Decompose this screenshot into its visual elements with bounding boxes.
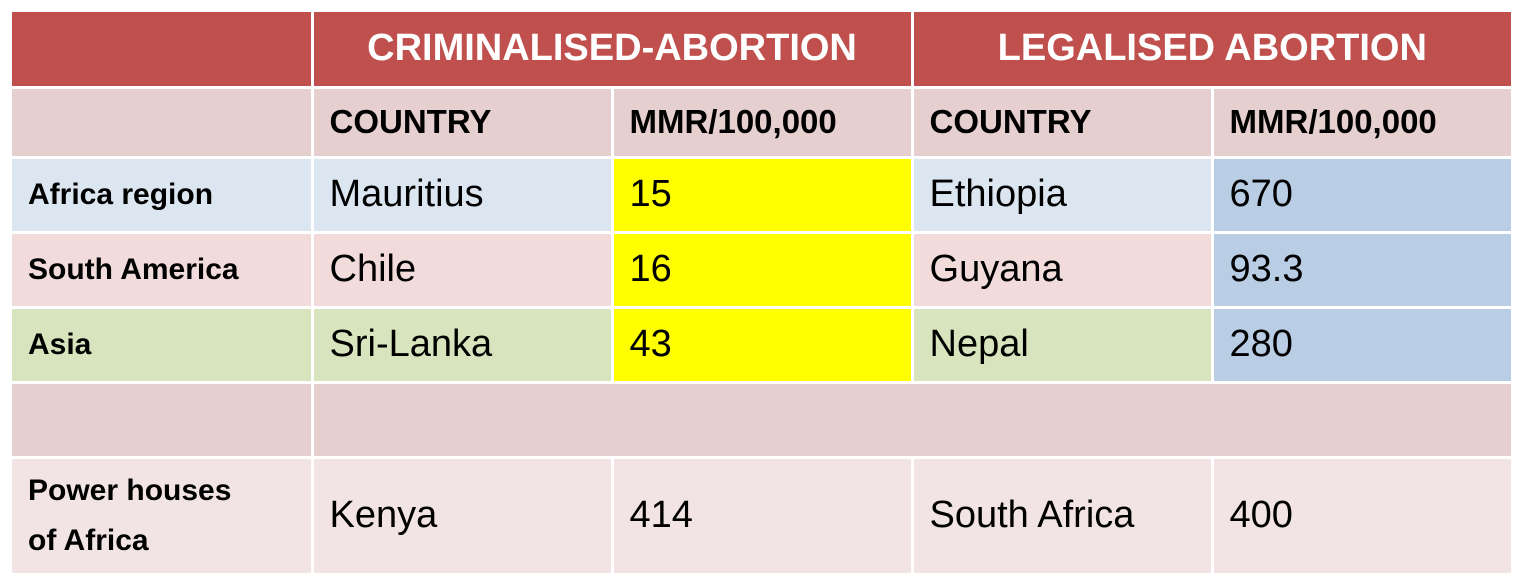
table-subheader-row: COUNTRY MMR/100,000 COUNTRY MMR/100,000	[12, 87, 1512, 159]
subheader-corner-cell	[12, 87, 314, 159]
legalised-mmr-cell: 93.3	[1212, 232, 1512, 309]
criminalised-country-cell: Chile	[312, 232, 614, 309]
legalised-country-cell: Guyana	[912, 232, 1214, 309]
header-corner-cell	[12, 12, 314, 89]
spacer-cell	[12, 382, 314, 459]
region-label: Africa region	[12, 157, 314, 234]
mmr-comparison-table: CRIMINALISED-ABORTION LEGALISED ABORTION…	[12, 12, 1512, 573]
criminalised-mmr-cell: 16	[612, 232, 914, 309]
region-label: South America	[12, 232, 314, 309]
criminalised-country-cell: Mauritius	[312, 157, 614, 234]
table-row-power-houses: Power houses of Africa Kenya 414 South Af…	[12, 457, 1512, 573]
legalised-mmr-header: MMR/100,000	[1212, 87, 1512, 159]
region-label-line1: Power houses	[28, 473, 232, 507]
table-header-row: CRIMINALISED-ABORTION LEGALISED ABORTION	[12, 12, 1512, 89]
criminalised-mmr-cell: 43	[612, 307, 914, 384]
criminalised-country-header: COUNTRY	[312, 87, 614, 159]
legalised-abortion-header: LEGALISED ABORTION	[912, 12, 1512, 89]
legalised-mmr-cell: 280	[1212, 307, 1512, 384]
legalised-country-header: COUNTRY	[912, 87, 1214, 159]
legalised-mmr-cell: 400	[1212, 457, 1512, 573]
criminalised-mmr-header: MMR/100,000	[612, 87, 914, 159]
table-row-south-america: South America Chile 16 Guyana 93.3	[12, 232, 1512, 309]
legalised-country-cell: South Africa	[912, 457, 1214, 573]
table-row-africa: Africa region Mauritius 15 Ethiopia 670	[12, 157, 1512, 234]
criminalised-country-cell: Sri-Lanka	[312, 307, 614, 384]
legalised-mmr-cell: 670	[1212, 157, 1512, 234]
spacer-cell	[312, 382, 1512, 459]
criminalised-country-cell: Kenya	[312, 457, 614, 573]
region-label: Power houses of Africa	[12, 457, 314, 573]
table-spacer-row	[12, 382, 1512, 459]
region-label: Asia	[12, 307, 314, 384]
region-label-line2: of Africa	[28, 523, 149, 557]
legalised-country-cell: Nepal	[912, 307, 1214, 384]
table-row-asia: Asia Sri-Lanka 43 Nepal 280	[12, 307, 1512, 384]
criminalised-abortion-header: CRIMINALISED-ABORTION	[312, 12, 914, 89]
mmr-comparison-table-container: CRIMINALISED-ABORTION LEGALISED ABORTION…	[12, 12, 1512, 573]
legalised-country-cell: Ethiopia	[912, 157, 1214, 234]
criminalised-mmr-cell: 15	[612, 157, 914, 234]
criminalised-mmr-cell: 414	[612, 457, 914, 573]
